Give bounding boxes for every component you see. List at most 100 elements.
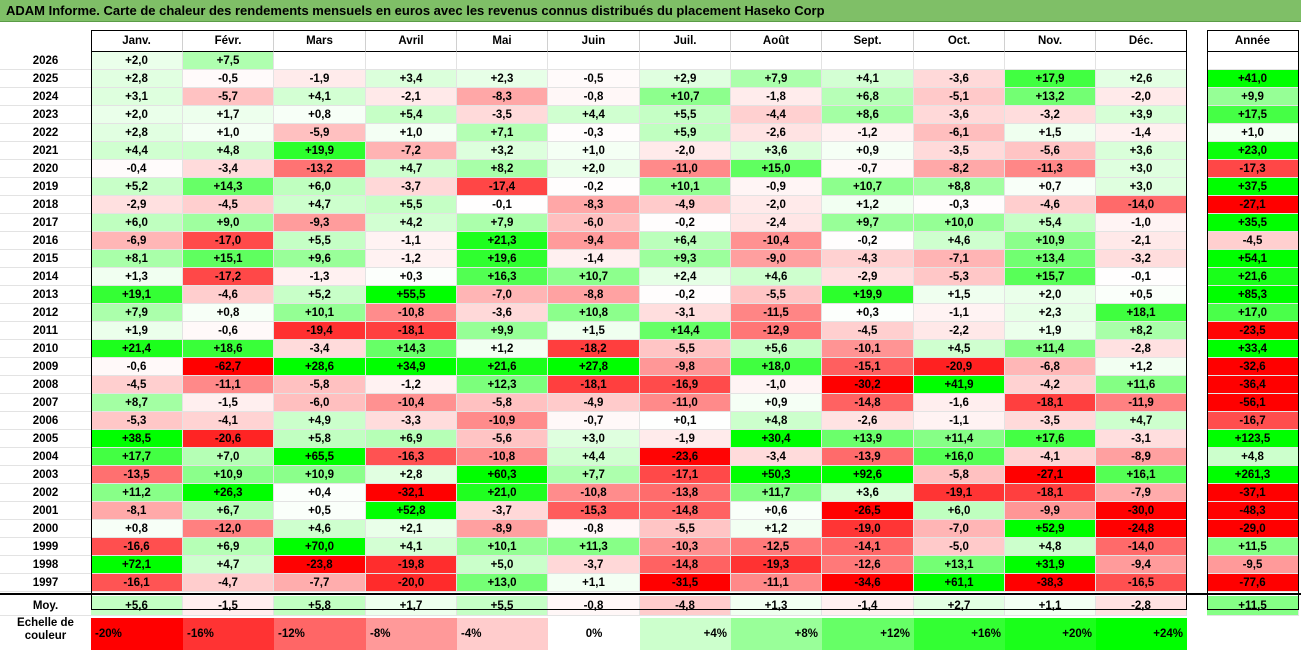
heatmap-cell: -2,1 [366,88,457,106]
color-scale-step: 0% [548,618,640,650]
heatmap-cell: +65,5 [274,448,366,466]
heatmap-cell: -5,5 [640,340,731,358]
heatmap-cell: +11,2 [91,484,183,502]
annual-cell: -23,5 [1207,322,1299,340]
heatmap-cell: +0,6 [731,502,822,520]
heatmap-cell: +5,5 [366,196,457,214]
heatmap-cell: -3,6 [457,304,548,322]
heatmap-cell: -5,3 [914,268,1005,286]
heatmap-cell: -7,9 [1096,484,1187,502]
heatmap-cell: -4,1 [183,412,274,430]
heatmap-cell: -3,5 [914,142,1005,160]
heatmap-cell: -0,3 [914,196,1005,214]
heatmap-cell: +0,9 [822,142,914,160]
heatmap-cell: +8,6 [822,106,914,124]
heatmap-cell: +21,3 [457,232,548,250]
heatmap-cell: -30,0 [1096,502,1187,520]
month-header: Déc. [1096,30,1187,52]
heatmap-cell: -24,8 [1096,520,1187,538]
heatmap-cell: -0,8 [548,520,640,538]
heatmap-cell: +11,3 [548,538,640,556]
heatmap-cell: +2,0 [91,52,183,70]
heatmap-cell: +92,6 [822,466,914,484]
heatmap-cell [1005,52,1096,70]
annual-cell: +4,8 [1207,448,1299,466]
year-label: 2021 [0,142,91,160]
heatmap-cell: -0,6 [91,358,183,376]
heatmap-cell: +3,4 [366,70,457,88]
heatmap-cell: -1,6 [914,394,1005,412]
heatmap-cell: -4,1 [1005,448,1096,466]
heatmap-cell: -7,1 [914,250,1005,268]
color-scale-step: +24% [1096,618,1187,650]
year-label: 2015 [0,250,91,268]
heatmap-cell: +11,7 [731,484,822,502]
heatmap-cell: -14,8 [640,502,731,520]
heatmap-cell: +0,9 [731,394,822,412]
month-header: Juil. [640,30,731,52]
heatmap-cell: -18,1 [366,322,457,340]
heatmap-cell: +1,2 [1096,358,1187,376]
heatmap-cell: +21,0 [457,484,548,502]
heatmap-cell: +5,4 [366,106,457,124]
average-cell: +2,7 [914,596,1005,616]
heatmap-cell: +1,5 [548,322,640,340]
heatmap-cell [457,52,548,70]
heatmap-cell: -32,1 [366,484,457,502]
heatmap-cell: -5,0 [914,538,1005,556]
heatmap-cell: -4,5 [91,376,183,394]
heatmap-cell: +3,9 [1096,106,1187,124]
heatmap-cell: +10,9 [1005,232,1096,250]
heatmap-cell: -1,2 [822,124,914,142]
heatmap-cell: -2,6 [731,124,822,142]
heatmap-cell: -11,3 [1005,160,1096,178]
heatmap-cell: +5,6 [731,340,822,358]
heatmap-cell: -16,6 [91,538,183,556]
heatmap-cell: -11,0 [640,394,731,412]
heatmap-cell: +0,5 [274,502,366,520]
heatmap-cell: -11,0 [640,160,731,178]
chart-title: ADAM Informe. Carte de chaleur des rende… [0,0,1301,22]
heatmap-cell: -12,0 [183,520,274,538]
year-label: 2023 [0,106,91,124]
heatmap-cell: -0,1 [1096,268,1187,286]
heatmap-cell: -17,4 [457,178,548,196]
annual-cell: +54,1 [1207,250,1299,268]
heatmap-cell: +4,8 [731,412,822,430]
heatmap-cell: -13,2 [274,160,366,178]
heatmap-cell: +1,5 [914,286,1005,304]
heatmap-cell: -0,9 [731,178,822,196]
heatmap-cell: -14,1 [822,538,914,556]
heatmap-cell: +27,8 [548,358,640,376]
heatmap-cell: -0,5 [548,70,640,88]
annual-cell: -27,1 [1207,196,1299,214]
heatmap-cell: +4,9 [274,412,366,430]
heatmap-cell: -9,3 [274,214,366,232]
heatmap-cell: +18,1 [1096,304,1187,322]
heatmap-cell: -27,1 [1005,466,1096,484]
year-label: 2010 [0,340,91,358]
color-scale-step: -12% [274,618,366,650]
heatmap-cell: +4,7 [274,196,366,214]
annual-cell: -77,6 [1207,574,1299,592]
heatmap-cell: -10,3 [640,538,731,556]
heatmap-cell: +4,4 [91,142,183,160]
year-label: 2007 [0,394,91,412]
month-header: Sept. [822,30,914,52]
heatmap-cell: +3,1 [91,88,183,106]
annual-cell: -37,1 [1207,484,1299,502]
year-label: 2001 [0,502,91,520]
heatmap-cell: -1,4 [548,250,640,268]
heatmap-cell: -26,5 [822,502,914,520]
heatmap-cell: -9,9 [1005,502,1096,520]
heatmap-cell: -4,9 [640,196,731,214]
heatmap-cell: +2,0 [1005,286,1096,304]
heatmap-cell: +3,6 [1096,142,1187,160]
heatmap-cell: +14,3 [366,340,457,358]
heatmap-cell: -12,6 [822,556,914,574]
heatmap-cell: +8,2 [457,160,548,178]
heatmap-cell: -30,2 [822,376,914,394]
heatmap-cell: -8,8 [548,286,640,304]
heatmap-cell [640,52,731,70]
heatmap-cell: +1,0 [366,124,457,142]
